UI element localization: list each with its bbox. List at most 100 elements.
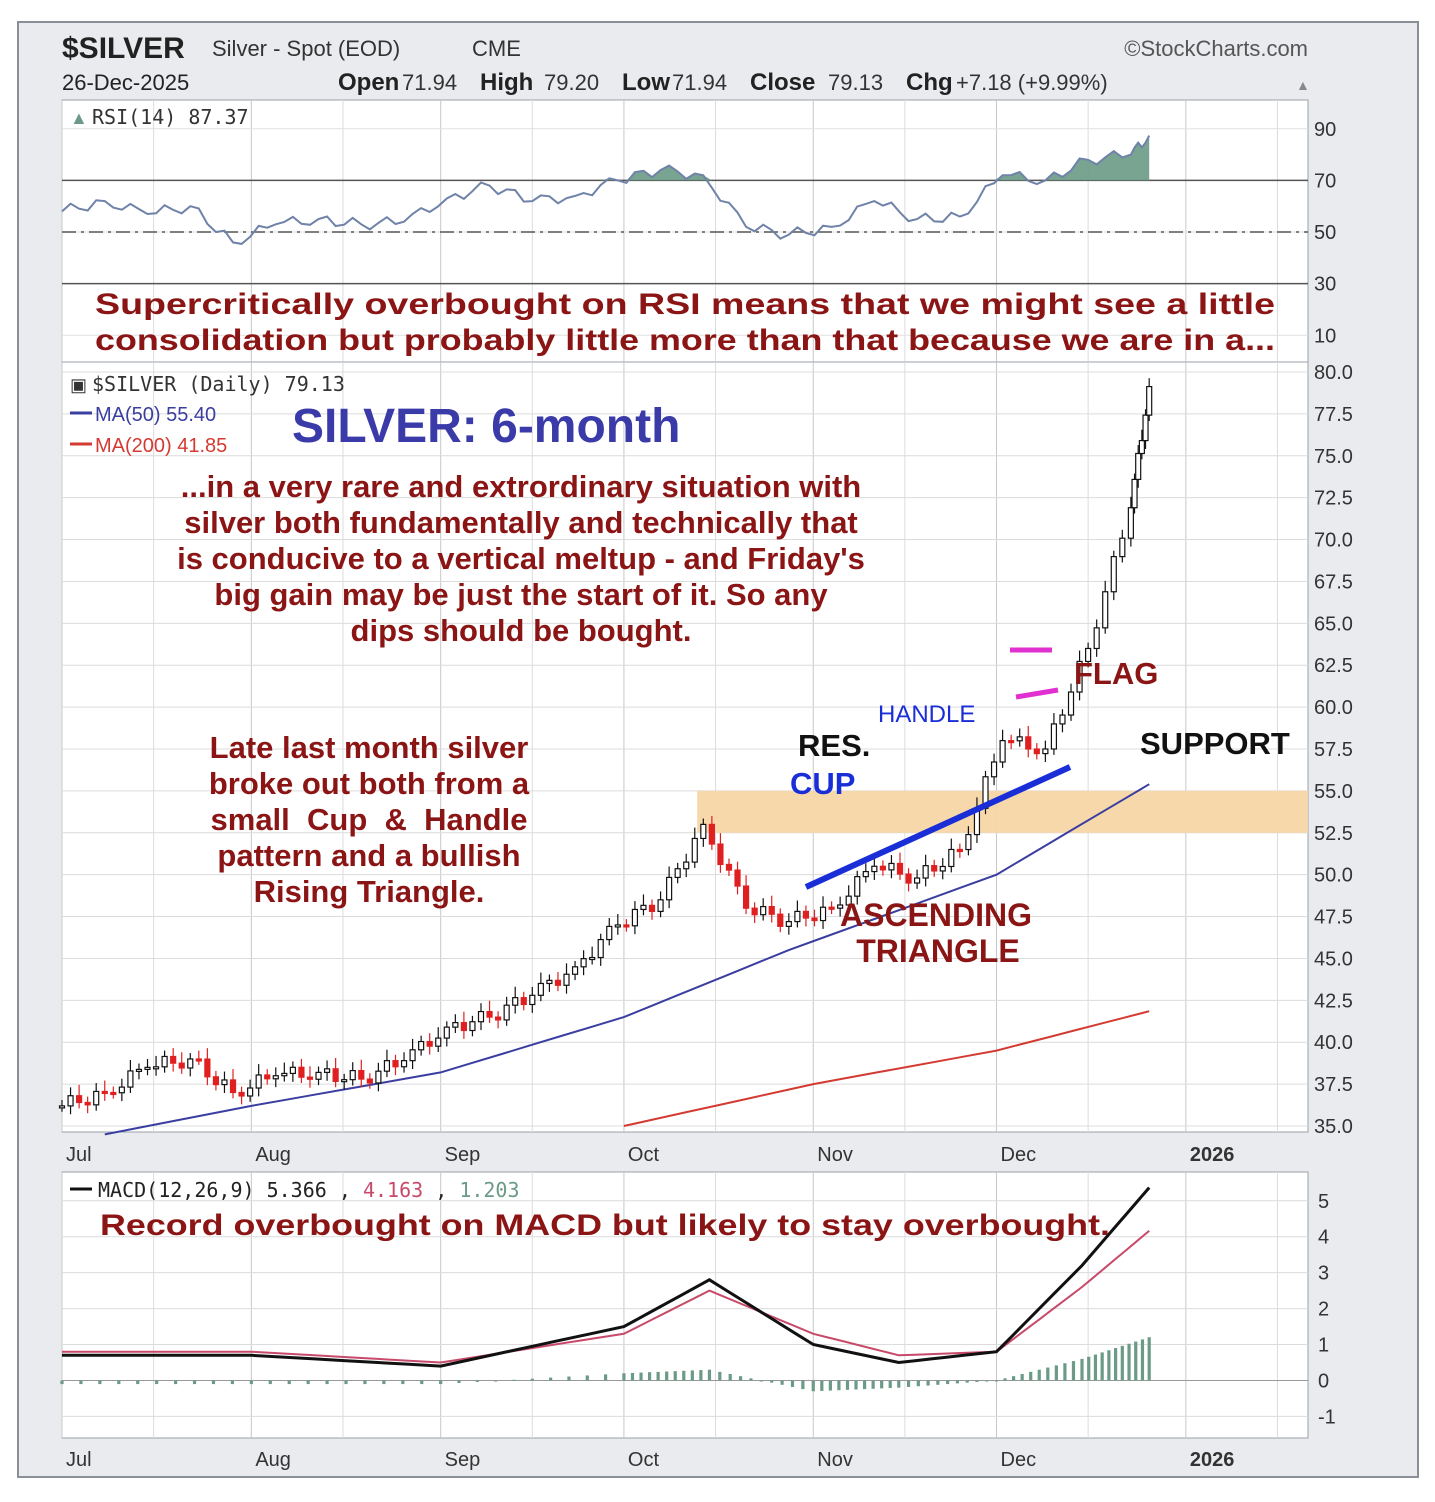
candle-body xyxy=(460,1022,467,1032)
candle-body xyxy=(486,1010,493,1018)
macd-histogram-bar xyxy=(549,1377,553,1381)
macd-histogram-bar xyxy=(916,1380,920,1387)
candle-body xyxy=(1093,627,1100,650)
price-tick-label: 47.5 xyxy=(1314,907,1353,929)
candle-body xyxy=(563,973,570,986)
candle-body xyxy=(751,907,758,916)
chart-title: SILVER: 6-month xyxy=(292,400,680,453)
candle-body xyxy=(187,1058,194,1069)
ohlc-label-open: Open xyxy=(338,69,399,96)
candle-body xyxy=(862,870,869,878)
macd-histogram-bar xyxy=(622,1373,626,1381)
candle-body xyxy=(247,1087,254,1097)
macd-histogram-bar xyxy=(770,1380,774,1383)
candle-body xyxy=(221,1079,228,1086)
macd-histogram-bar xyxy=(249,1380,253,1385)
candle-body xyxy=(1102,591,1109,629)
candle-body xyxy=(648,904,656,913)
candle-body xyxy=(383,1060,391,1072)
price-panel: 35.0 37.5 40.0 42.5 45.0 47.5 50.0 52.5 55.0 57.5… xyxy=(58,361,1353,1166)
macd-histogram-bar xyxy=(1046,1367,1050,1381)
candle-body xyxy=(1085,647,1092,663)
macd-histogram-bar xyxy=(174,1380,178,1385)
res-label: RES. xyxy=(798,728,870,763)
price-tick-label: 72.5 xyxy=(1314,488,1353,510)
macd-tick-label: -1 xyxy=(1318,1406,1336,1428)
candle-body xyxy=(1033,748,1040,755)
source-credit: ©StockCharts.com xyxy=(1124,36,1308,61)
macd-tick-label: 3 xyxy=(1318,1263,1329,1285)
price-x-tick: Sep xyxy=(445,1144,481,1166)
candle-body xyxy=(238,1091,245,1097)
macd-histogram-bar xyxy=(512,1379,516,1381)
candle-body xyxy=(819,906,827,922)
macd-tick-label: 0 xyxy=(1318,1370,1329,1392)
macd-histogram-bar xyxy=(1080,1358,1084,1381)
candle-body xyxy=(948,848,955,868)
macd-histogram-bar xyxy=(420,1380,424,1385)
macd-x-tick: Jul xyxy=(66,1449,92,1471)
left-note: Late last month silver broke out both fr… xyxy=(209,730,530,909)
macd-histogram-bar xyxy=(1037,1369,1041,1381)
macd-histogram-bar xyxy=(854,1380,858,1390)
candle-body xyxy=(315,1071,322,1080)
handle-label: HANDLE xyxy=(878,701,975,728)
candle-body xyxy=(1025,736,1032,750)
macd-histogram-bar xyxy=(567,1376,571,1381)
ohlc-value-open: 71.94 xyxy=(402,70,457,95)
macd-tick-label: 2 xyxy=(1318,1299,1329,1321)
ohlc-label-high: High xyxy=(480,69,533,96)
candle-body xyxy=(178,1062,185,1069)
macd-histogram-bar xyxy=(603,1374,608,1381)
macd-histogram-bar xyxy=(1063,1363,1067,1381)
candle-body xyxy=(956,848,963,853)
macd-histogram-bar xyxy=(287,1380,291,1385)
cup-label: CUP xyxy=(790,766,855,801)
macd-histogram-bar xyxy=(639,1372,643,1381)
candle-body xyxy=(392,1060,399,1068)
macd-histogram-bar xyxy=(117,1380,121,1385)
ascending-label: ASCENDING xyxy=(840,897,1032,933)
candle-body xyxy=(546,979,553,985)
candle-body xyxy=(1135,452,1142,481)
candle-body xyxy=(845,895,852,906)
rsi-tick-label: 10 xyxy=(1314,325,1336,347)
ohlc-label-close: Close xyxy=(750,69,815,96)
price-tick-label: 55.0 xyxy=(1314,781,1353,803)
candle-body xyxy=(93,1090,100,1106)
macd-histogram-bar xyxy=(906,1380,911,1387)
candle-body xyxy=(264,1074,271,1080)
candle-body xyxy=(708,823,715,845)
candle-body xyxy=(631,908,639,927)
macd-histogram-bar xyxy=(363,1380,367,1385)
macd-histogram-bar xyxy=(1147,1337,1151,1381)
macd-histogram-bar xyxy=(60,1380,64,1385)
rsi-axis-ticks: 10 30 50 70 90 xyxy=(1314,119,1336,347)
macd-histogram-bar xyxy=(673,1371,677,1381)
macd-x-tick: Nov xyxy=(817,1449,853,1471)
candle-body xyxy=(1008,740,1015,744)
ohlc-value-high: 79.20 xyxy=(544,70,599,95)
macd-histogram-bar xyxy=(759,1380,763,1382)
macd-histogram-bar xyxy=(880,1380,884,1389)
macd-tick-label: 5 xyxy=(1318,1191,1329,1213)
price-tick-label: 60.0 xyxy=(1314,697,1353,719)
candle-body xyxy=(306,1076,314,1080)
price-tick-label: 42.5 xyxy=(1314,990,1353,1012)
candle-body xyxy=(623,924,630,928)
candle-body xyxy=(469,1021,476,1032)
macd-histogram-bar xyxy=(690,1370,694,1381)
macd-line xyxy=(62,1186,1151,1368)
macd-histogram-bar xyxy=(1087,1356,1091,1381)
macd-histogram-bar xyxy=(1003,1378,1007,1381)
candle-body xyxy=(768,905,775,915)
price-axis-ticks: 35.0 37.5 40.0 42.5 45.0 47.5 50.0 52.5 55.0 57.5… xyxy=(1314,362,1353,1138)
candle-body xyxy=(597,938,604,959)
candle-body xyxy=(127,1070,134,1088)
main-note-line1: ...in a very rare and extrordinary situa… xyxy=(181,469,861,504)
candle-body xyxy=(452,1022,459,1028)
macd-histogram-bar xyxy=(1093,1354,1098,1381)
macd-histogram-bar xyxy=(1054,1365,1058,1381)
support-label: SUPPORT xyxy=(1140,726,1290,761)
